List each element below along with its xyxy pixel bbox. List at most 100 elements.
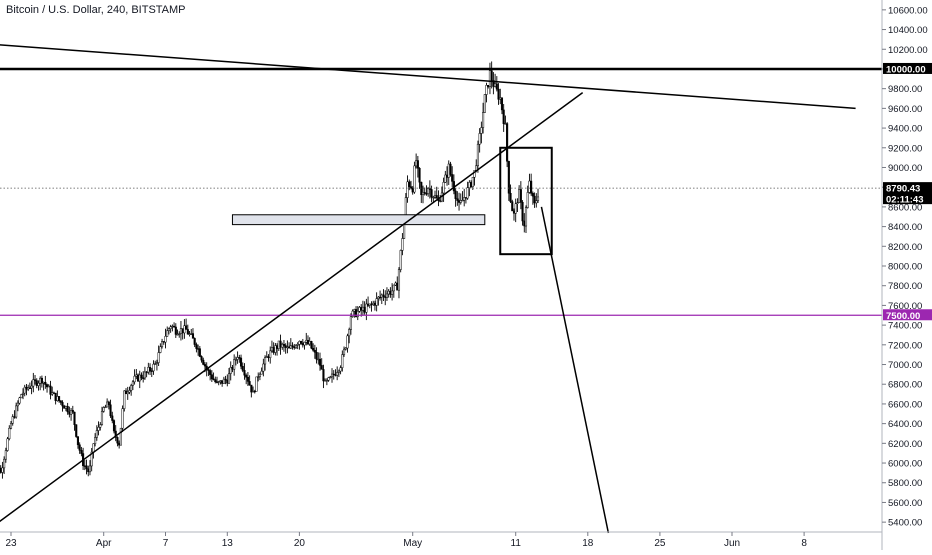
candle-body[interactable] [166,330,169,337]
candle-body[interactable] [483,94,486,113]
candle-body[interactable] [385,293,388,298]
candle-body[interactable] [76,436,80,446]
candle-body[interactable] [154,363,157,365]
candle-body[interactable] [111,415,114,421]
candle-body[interactable] [195,344,198,349]
candle-body[interactable] [188,333,191,335]
candle-body[interactable] [368,303,371,306]
candle-body[interactable] [207,369,210,371]
candle-body[interactable] [130,385,133,391]
candle-body[interactable] [373,302,376,306]
candle-body[interactable] [112,420,116,432]
candle-body[interactable] [133,375,136,383]
candle-body[interactable] [411,187,414,193]
candle-body[interactable] [128,390,131,393]
candle-body[interactable] [272,347,275,353]
candle-body[interactable] [324,380,327,382]
candle-body[interactable] [519,189,522,203]
candle-body[interactable] [80,450,83,454]
candle-body[interactable] [461,199,464,202]
candle-body[interactable] [495,83,498,90]
candle-body[interactable] [511,201,514,212]
candle-body[interactable] [476,143,479,167]
candle-body[interactable] [234,359,237,361]
candle-body[interactable] [118,442,121,446]
candle-body[interactable] [143,371,146,379]
candle-body[interactable] [174,326,177,335]
candle-body[interactable] [518,189,521,203]
candle-body[interactable] [209,370,212,375]
candle-body[interactable] [478,133,481,145]
candle-body[interactable] [322,369,325,382]
candle-body[interactable] [164,336,167,343]
candle-body[interactable] [109,404,112,417]
candle-body[interactable] [502,109,505,124]
candle-body[interactable] [318,358,322,366]
candle-body[interactable] [336,372,339,376]
candle-body[interactable] [312,347,315,351]
candle-body[interactable] [18,397,21,404]
candle-body[interactable] [46,384,49,388]
candle-body[interactable] [499,97,502,100]
candle-body[interactable] [147,367,150,373]
candle-body[interactable] [37,382,40,386]
candle-body[interactable] [523,220,526,227]
candle-body[interactable] [521,202,524,222]
candle-body[interactable] [245,374,248,378]
candle-body[interactable] [459,200,462,203]
candle-body[interactable] [281,343,284,348]
candle-body[interactable] [167,328,170,331]
drawing-layer[interactable] [0,43,882,534]
candle-body[interactable] [449,163,452,175]
candle-body[interactable] [229,367,232,374]
candle-body[interactable] [56,396,59,401]
candle-body[interactable] [485,85,488,95]
candle-body[interactable] [528,180,531,193]
candle-body[interactable] [152,363,155,372]
candle-body[interactable] [344,347,347,350]
candle-body[interactable] [159,346,162,353]
candle-body[interactable] [487,85,490,87]
candle-body[interactable] [353,309,356,312]
plot-area[interactable] [0,61,540,479]
candle-body[interactable] [200,356,203,361]
candle-body[interactable] [327,377,330,381]
candle-body[interactable] [258,373,261,377]
candle-body[interactable] [54,392,57,401]
candle-body[interactable] [464,197,467,199]
candle-body[interactable] [351,310,354,317]
candle-body[interactable] [294,345,298,349]
candle-body[interactable] [334,374,337,376]
candle-body[interactable] [418,167,421,183]
candle-body[interactable] [349,316,352,330]
candle-body[interactable] [427,188,430,194]
candle-body[interactable] [279,340,282,348]
candle-body[interactable] [408,181,411,187]
candle-body[interactable] [470,182,473,187]
candle-body[interactable] [114,430,117,438]
candle-body[interactable] [530,180,533,194]
candle-body[interactable] [191,333,195,339]
candle-body[interactable] [176,334,179,336]
candle-body[interactable] [456,198,459,201]
candle-body[interactable] [51,392,54,395]
candle-body[interactable] [286,346,289,348]
candle-body[interactable] [276,345,279,349]
candle-body[interactable] [361,306,364,311]
candle-body[interactable] [23,386,26,394]
candle-body[interactable] [260,370,263,375]
candle-body[interactable] [363,306,366,313]
candle-body[interactable] [215,381,219,383]
candle-body[interactable] [315,351,318,360]
candle-body[interactable] [149,367,152,372]
candle-body[interactable] [348,329,351,337]
candle-body[interactable] [66,405,69,413]
candle-body[interactable] [325,380,328,382]
candle-body[interactable] [203,364,207,367]
candle-body[interactable] [471,176,474,187]
candle-body[interactable] [257,376,260,378]
candle-body[interactable] [506,123,509,162]
candle-body[interactable] [64,405,67,409]
candle-body[interactable] [269,350,272,359]
